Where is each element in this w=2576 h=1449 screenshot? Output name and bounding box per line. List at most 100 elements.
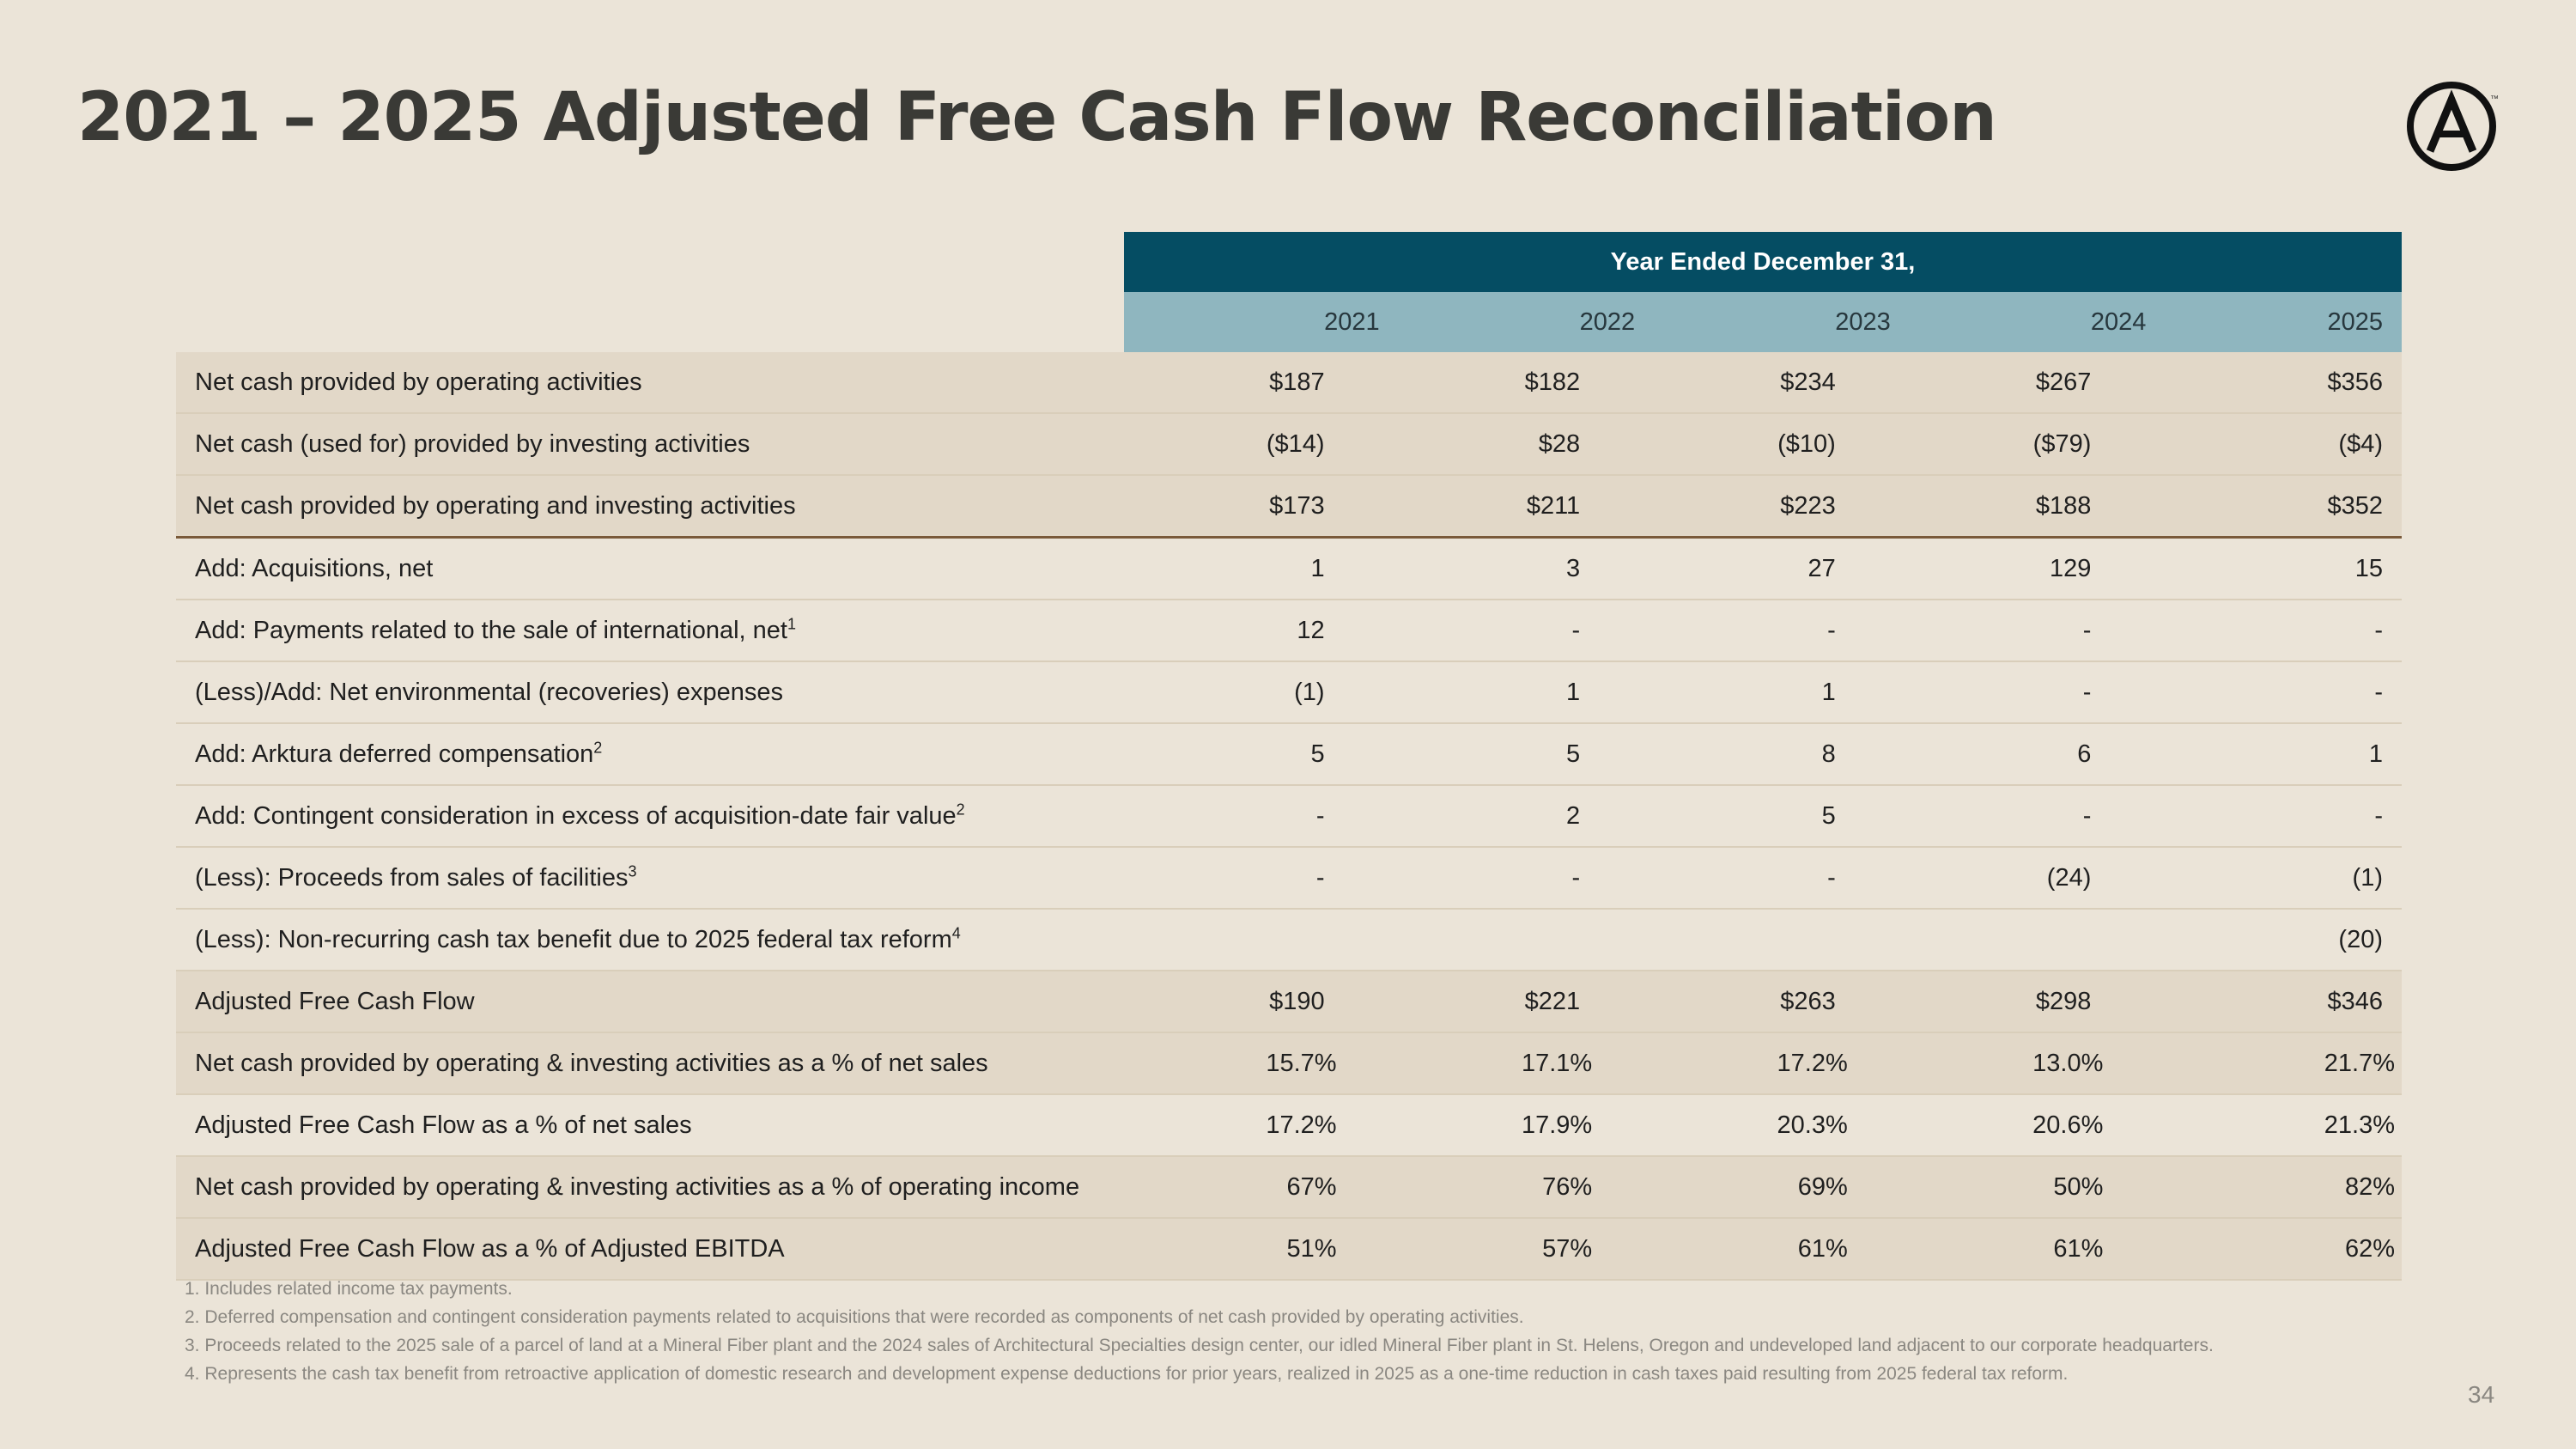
value-cell — [1890, 909, 2147, 971]
table-row: Adjusted Free Cash Flow $190 $221 $263 $298 $… — [176, 971, 2402, 1033]
value-cell: ($79) — [1890, 413, 2147, 476]
row-label-text: Add: Contingent consideration in excess … — [195, 801, 957, 830]
value-cell: (24) — [1890, 847, 2147, 910]
value-cell: 5 — [1635, 785, 1891, 848]
table-row: Net cash provided by operating activitie… — [176, 352, 2402, 414]
row-label-text: Net cash provided by operating and inves… — [195, 491, 796, 520]
value-cell: 17.2% — [1124, 1094, 1380, 1157]
value-cell: 69% — [1635, 1156, 1891, 1219]
value-cell: 5 — [1124, 723, 1380, 786]
value-cell: 62% — [2146, 1218, 2402, 1281]
value-cell: 1 — [2146, 723, 2402, 786]
value-cell: $173 — [1124, 475, 1380, 539]
footnote: 1. Includes related income tax payments. — [185, 1279, 513, 1299]
row-label: Net cash provided by operating activitie… — [176, 352, 1124, 414]
footnote: 4. Represents the cash tax benefit from … — [185, 1364, 2069, 1384]
row-label-text: Net cash provided by operating & investi… — [195, 1049, 988, 1077]
value-cell: 21.7% — [2146, 1032, 2402, 1095]
value-cell: $28 — [1379, 413, 1636, 476]
value-cell: 76% — [1379, 1156, 1636, 1219]
value-cell: $182 — [1379, 352, 1636, 414]
footnote-marker: 1 — [787, 614, 796, 632]
value-cell: $352 — [2146, 475, 2402, 539]
value-cell: - — [1379, 600, 1636, 662]
table-row: Adjusted Free Cash Flow as a % of net sa… — [176, 1094, 2402, 1157]
value-cell: 82% — [2146, 1156, 2402, 1219]
row-label-text: Adjusted Free Cash Flow as a % of Adjust… — [195, 1234, 785, 1263]
value-cell: (20) — [2146, 909, 2402, 971]
year-header: 2025 — [2146, 292, 2402, 352]
table-group-header-row: Year Ended December 31, — [176, 232, 2402, 292]
row-label: Adjusted Free Cash Flow as a % of net sa… — [176, 1094, 1124, 1157]
value-cell: 61% — [1890, 1218, 2147, 1281]
value-cell: 51% — [1124, 1218, 1380, 1281]
row-label: Add: Arktura deferred compensation2 — [176, 723, 1124, 786]
value-cell: 15.7% — [1124, 1032, 1380, 1095]
row-label-text: Net cash provided by operating & investi… — [195, 1172, 1080, 1201]
row-label-text: (Less)/Add: Net environmental (recoverie… — [195, 678, 784, 706]
row-label: Net cash provided by operating and inves… — [176, 475, 1124, 539]
table-row: Add: Arktura deferred compensation2 5 5 8 6 1 — [176, 723, 2402, 786]
table-row: Adjusted Free Cash Flow as a % of Adjust… — [176, 1218, 2402, 1281]
table-row: Net cash provided by operating & investi… — [176, 1032, 2402, 1095]
row-label: Add: Acquisitions, net — [176, 537, 1124, 600]
value-cell: - — [1124, 847, 1380, 910]
value-cell: 61% — [1635, 1218, 1891, 1281]
value-cell: $223 — [1635, 475, 1891, 539]
row-label-text: Adjusted Free Cash Flow — [195, 987, 475, 1015]
value-cell: ($4) — [2146, 413, 2402, 476]
value-cell: - — [1890, 600, 2147, 662]
table-row: (Less): Non-recurring cash tax benefit d… — [176, 909, 2402, 971]
page-title: 2021 – 2025 Adjusted Free Cash Flow Reco… — [77, 79, 1997, 156]
row-label-text: Net cash provided by operating activitie… — [195, 368, 642, 396]
value-cell: (1) — [1124, 661, 1380, 724]
table-row: Add: Payments related to the sale of int… — [176, 600, 2402, 662]
value-cell: 129 — [1890, 537, 2147, 600]
value-cell — [1635, 909, 1891, 971]
row-label: Adjusted Free Cash Flow — [176, 971, 1124, 1033]
value-cell: 12 — [1124, 600, 1380, 662]
trademark-icon: ™ — [2490, 94, 2499, 104]
row-label: (Less): Non-recurring cash tax benefit d… — [176, 909, 1124, 971]
row-label: Add: Payments related to the sale of int… — [176, 600, 1124, 662]
row-label: Add: Contingent consideration in excess … — [176, 785, 1124, 848]
row-label-text: Net cash (used for) provided by investin… — [195, 429, 750, 458]
row-label: Adjusted Free Cash Flow as a % of Adjust… — [176, 1218, 1124, 1281]
table-row: (Less): Proceeds from sales of facilitie… — [176, 847, 2402, 910]
value-cell: 2 — [1379, 785, 1636, 848]
table-year-header-row: 2021 2022 2023 2024 2025 — [176, 292, 2402, 352]
year-header: 2021 — [1124, 292, 1380, 352]
armstrong-a-circle-icon — [2404, 79, 2499, 174]
value-cell: 17.2% — [1635, 1032, 1891, 1095]
value-cell: 1 — [1635, 661, 1891, 724]
value-cell: ($14) — [1124, 413, 1380, 476]
row-label: (Less)/Add: Net environmental (recoverie… — [176, 661, 1124, 724]
value-cell: - — [1635, 847, 1891, 910]
value-cell: 50% — [1890, 1156, 2147, 1219]
row-label: Net cash (used for) provided by investin… — [176, 413, 1124, 476]
table-row: Add: Acquisitions, net 1 3 27 129 15 — [176, 537, 2402, 600]
fcf-reconciliation-table: Year Ended December 31, 2021 2022 2023 2… — [176, 232, 2402, 1281]
page-number: 34 — [2468, 1381, 2495, 1408]
value-cell: $211 — [1379, 475, 1636, 539]
footnote: 3. Proceeds related to the 2025 sale of … — [185, 1336, 2214, 1355]
value-cell: 13.0% — [1890, 1032, 2147, 1095]
footnote-marker: 4 — [951, 923, 961, 941]
value-cell: $188 — [1890, 475, 2147, 539]
table-row: Net cash provided by operating & investi… — [176, 1156, 2402, 1219]
group-header: Year Ended December 31, — [1124, 232, 2402, 292]
value-cell: - — [1379, 847, 1636, 910]
value-cell: 1 — [1124, 537, 1380, 600]
value-cell: $356 — [2146, 352, 2402, 414]
value-cell: - — [1124, 785, 1380, 848]
value-cell: 21.3% — [2146, 1094, 2402, 1157]
value-cell: 17.9% — [1379, 1094, 1636, 1157]
row-label: (Less): Proceeds from sales of facilitie… — [176, 847, 1124, 910]
value-cell: $190 — [1124, 971, 1380, 1033]
value-cell: 67% — [1124, 1156, 1380, 1219]
table-row: Net cash provided by operating and inves… — [176, 475, 2402, 539]
value-cell: 20.6% — [1890, 1094, 2147, 1157]
year-header: 2022 — [1379, 292, 1636, 352]
footnote-marker: 3 — [628, 861, 637, 880]
table-row: Net cash (used for) provided by investin… — [176, 413, 2402, 476]
